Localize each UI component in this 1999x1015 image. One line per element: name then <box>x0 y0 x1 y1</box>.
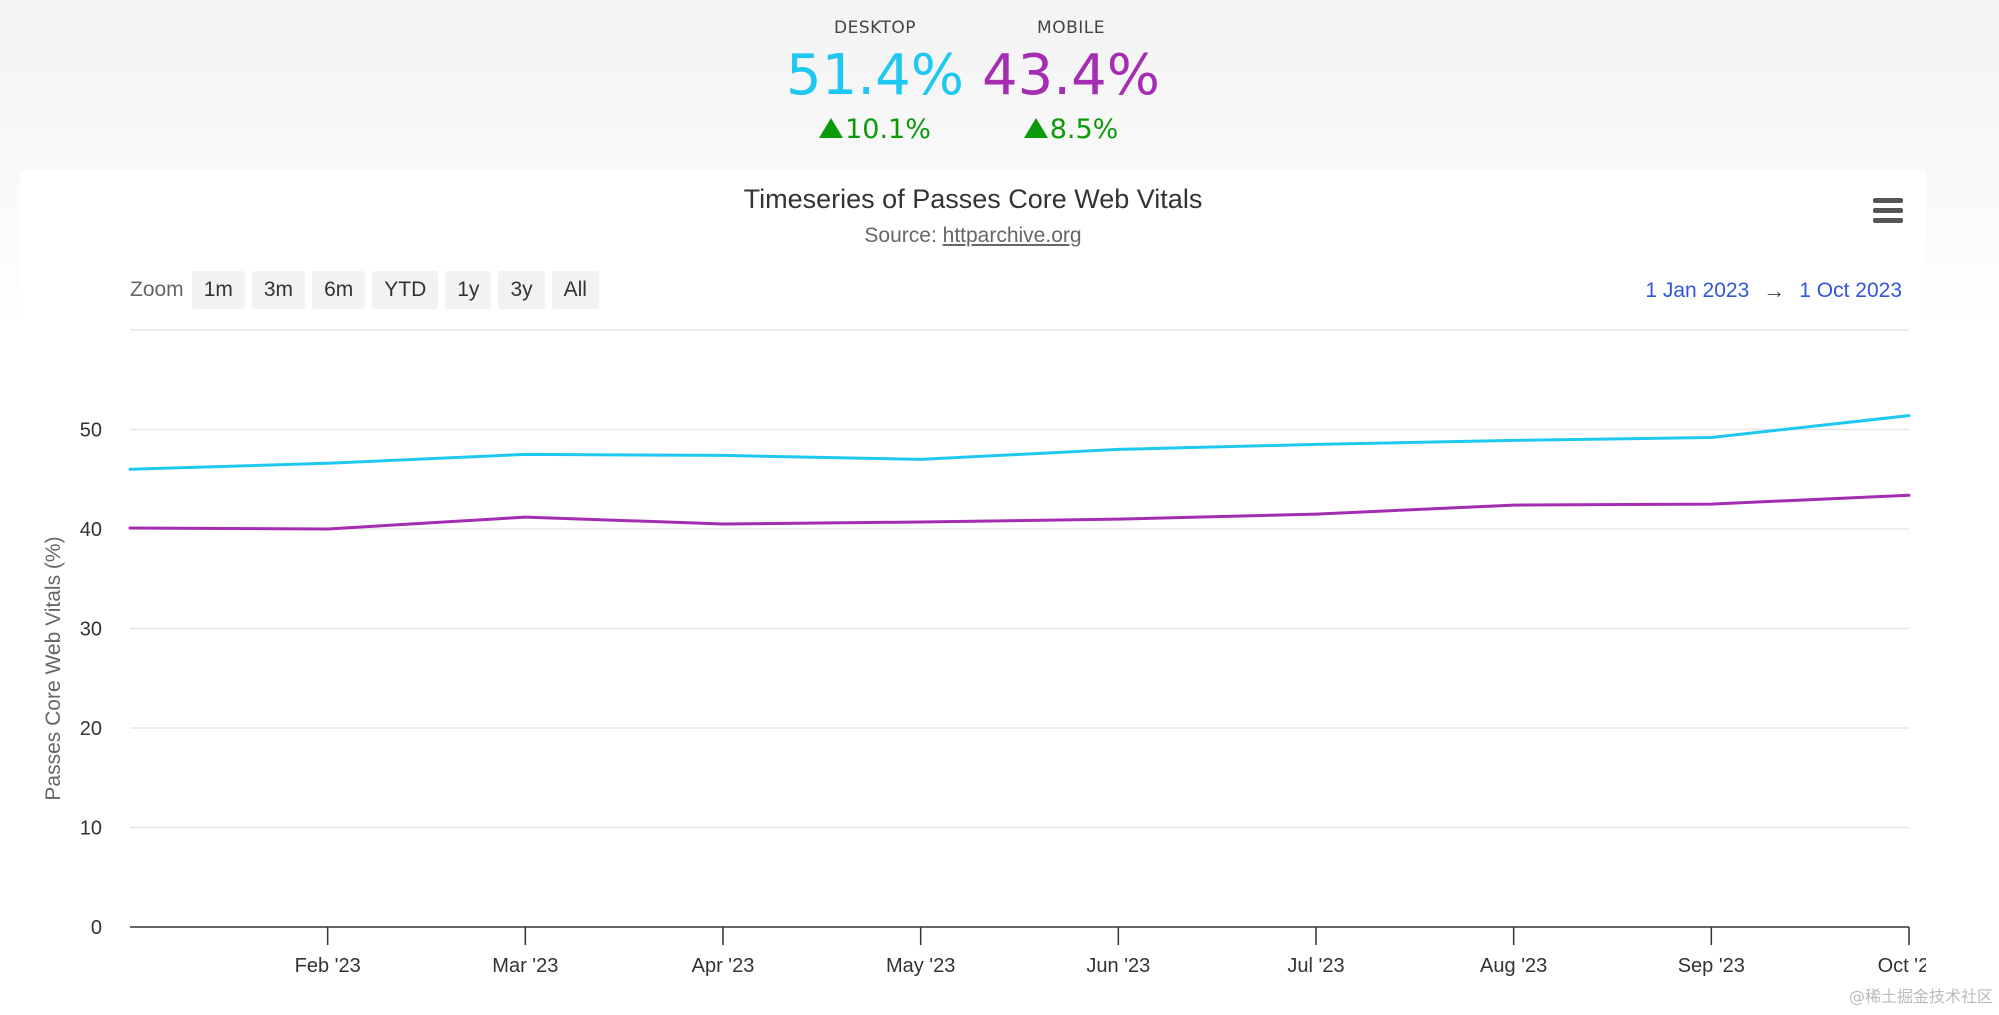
hamburger-menu-icon[interactable] <box>1873 198 1905 224</box>
zoom-3m-button[interactable]: 3m <box>251 271 306 309</box>
zoom-all-button[interactable]: All <box>551 271 599 309</box>
up-triangle-icon <box>819 118 844 138</box>
range-from[interactable]: 1 Jan 2023 <box>1645 279 1750 302</box>
x-tick-label: Jul '23 <box>1287 955 1344 977</box>
subtitle-prefix: Source: <box>864 224 943 247</box>
desktop-change: 10.1% <box>775 114 975 145</box>
mobile-change: 8.5% <box>971 114 1171 145</box>
x-tick-label: Sep '23 <box>1678 955 1745 977</box>
desktop-label: DESKTOP <box>834 18 916 38</box>
chart-title: Timeseries of Passes Core Web Vitals <box>743 184 1203 214</box>
y-tick-label: 0 <box>91 917 102 939</box>
desktop-change-value: 10.1% <box>845 114 931 145</box>
mobile-change-value: 8.5% <box>1049 114 1119 145</box>
zoom-1m-button[interactable]: 1m <box>191 271 245 309</box>
x-tick-label: Mar '23 <box>492 955 558 977</box>
series-line-mobile <box>128 493 1911 531</box>
zoom-label: Zoom <box>130 278 184 301</box>
arrow-right-icon: → <box>1763 278 1786 303</box>
chart-card: 0 10 20 30 40 50 Feb '23 Mar '23 Apr '23 May '23 J… <box>20 170 1926 1015</box>
mobile-stat: MOBILE 43.4% 8.5% <box>971 18 1171 145</box>
x-tick-label: Oct '23 <box>1878 955 1926 977</box>
mobile-value: 43.4% <box>982 43 1160 108</box>
x-tick-label: Jun '23 <box>1086 955 1150 977</box>
x-tick-label: May '23 <box>886 955 955 977</box>
zoom-ytd-button[interactable]: YTD <box>372 271 439 309</box>
y-tick-label: 10 <box>80 818 102 840</box>
zoom-controls: Zoom 1m 3m 6m YTD 1y 3y All <box>130 270 606 310</box>
source-link[interactable]: httparchive.org <box>942 224 1082 247</box>
x-tick-label: Apr '23 <box>692 955 755 977</box>
y-tick-label: 40 <box>80 519 102 541</box>
x-tick-label: Feb '23 <box>295 955 361 977</box>
y-tick-label: 50 <box>80 420 102 442</box>
x-tick-label: Aug '23 <box>1480 955 1547 977</box>
date-range: 1 Jan 2023 → 1 Oct 2023 <box>1645 278 1902 304</box>
y-axis-title: Passes Core Web Vitals (%) <box>42 536 65 800</box>
mobile-label: MOBILE <box>1037 18 1105 38</box>
y-tick-label: 20 <box>80 718 102 740</box>
series-line-desktop <box>128 414 1911 471</box>
watermark: @稀土掘金技术社区 <box>1848 987 1993 1006</box>
desktop-stat: DESKTOP 51.4% 10.1% <box>775 18 975 145</box>
chart-subtitle: Source: httparchive.org <box>20 224 1926 248</box>
range-to[interactable]: 1 Oct 2023 <box>1799 279 1902 302</box>
up-triangle-icon <box>1023 118 1048 138</box>
zoom-1y-button[interactable]: 1y <box>445 271 492 309</box>
chart-plot: 0 10 20 30 40 50 Feb '23 Mar '23 Apr '23 May '23 J… <box>42 329 1926 977</box>
y-tick-label: 30 <box>80 619 102 641</box>
zoom-3y-button[interactable]: 3y <box>498 271 545 309</box>
zoom-6m-button[interactable]: 6m <box>312 271 366 309</box>
desktop-value: 51.4% <box>786 43 964 108</box>
